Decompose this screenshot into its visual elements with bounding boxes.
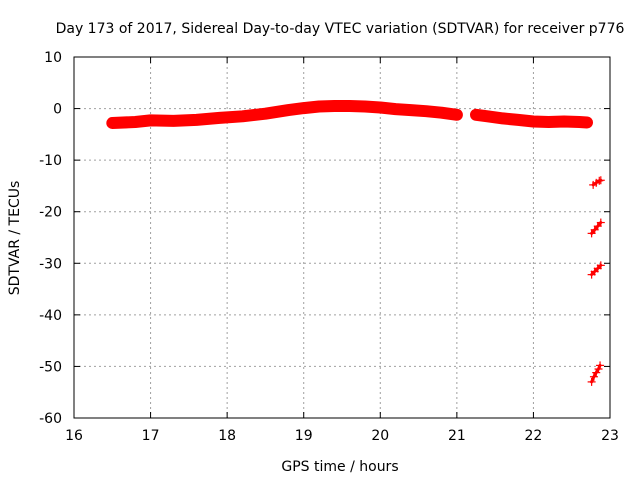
data-segment (590, 221, 603, 235)
plot-frame (73, 56, 611, 419)
data-point (329, 100, 340, 111)
y-tick-label: -30 (39, 256, 62, 272)
x-tick-label: 17 (142, 428, 160, 444)
data-point (596, 261, 605, 270)
data-point (582, 117, 593, 128)
data-point (497, 113, 508, 124)
x-tick-label: 23 (601, 428, 619, 444)
y-tick-label: -50 (39, 359, 62, 375)
data-segment (590, 263, 603, 277)
data-point (596, 176, 605, 185)
data-point (471, 109, 481, 120)
data-point (107, 118, 118, 129)
data-point (513, 114, 524, 125)
data-series (587, 361, 605, 386)
data-series (589, 176, 605, 189)
x-tick-label: 19 (295, 428, 313, 444)
data-series (106, 100, 463, 129)
data-point (451, 109, 462, 120)
x-tick-label: 20 (371, 428, 389, 444)
data-point (587, 377, 596, 386)
data-point (314, 101, 325, 112)
y-tick-label: -10 (39, 153, 62, 169)
x-tick-label: 16 (65, 428, 83, 444)
data-points (106, 100, 605, 386)
data-point (596, 218, 605, 227)
data-point (298, 103, 309, 114)
y-tick-label: -20 (39, 205, 62, 221)
y-tick-label: -40 (39, 308, 62, 324)
data-point (528, 116, 539, 127)
y-tick-label: 10 (44, 50, 62, 66)
data-point (214, 112, 225, 123)
data-point (543, 116, 554, 127)
data-point (359, 101, 370, 112)
data-point (260, 108, 271, 119)
data-point (375, 102, 386, 113)
x-axis-label: GPS time / hours (281, 459, 398, 475)
axis-ticks (73, 56, 611, 419)
y-tick-label: -60 (39, 411, 62, 427)
data-point (421, 106, 432, 117)
data-point (283, 105, 294, 116)
data-point (191, 114, 202, 125)
y-tick-labels: 10 0 -10 -20 -30 -40 -50 -60 (39, 50, 62, 427)
data-point (405, 105, 416, 116)
x-tick-labels: 16 17 18 19 20 21 22 23 (65, 428, 619, 444)
data-band (106, 100, 463, 129)
x-tick-label: 21 (448, 428, 466, 444)
data-point (344, 100, 355, 111)
data-point (436, 107, 447, 118)
data-point (594, 365, 603, 374)
chart-title: Day 173 of 2017, Sidereal Day-to-day VTE… (56, 21, 625, 37)
data-point (390, 104, 401, 115)
data-point (596, 361, 605, 370)
data-point (559, 116, 570, 127)
data-point (168, 115, 179, 126)
data-point (145, 115, 156, 126)
y-tick-label: 0 (53, 102, 62, 118)
x-tick-label: 22 (525, 428, 543, 444)
data-point (589, 372, 598, 381)
data-point (130, 116, 141, 127)
data-point (237, 111, 248, 122)
x-tick-label: 18 (218, 428, 236, 444)
y-axis-label: SDTVAR / TECUs (7, 181, 23, 296)
data-series (587, 218, 605, 238)
data-point (482, 111, 493, 122)
data-series (587, 261, 605, 279)
data-series (470, 108, 593, 129)
